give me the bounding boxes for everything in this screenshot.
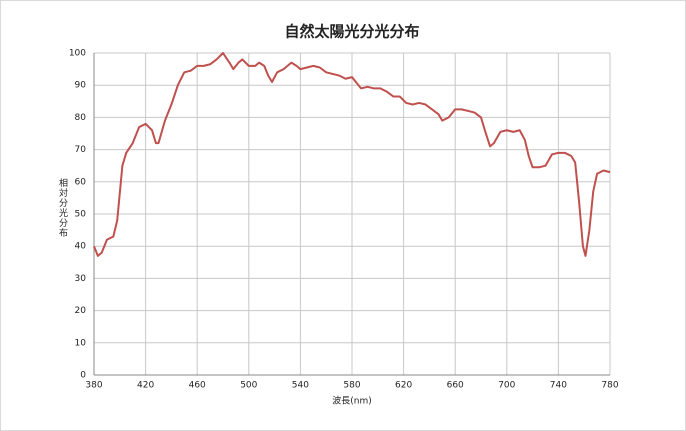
y-tick-label: 100 <box>69 49 86 59</box>
x-tick-label: 500 <box>240 381 257 391</box>
x-tick-label: 620 <box>395 381 412 391</box>
y-tick-label: 10 <box>75 338 87 348</box>
x-tick-label: 780 <box>601 381 618 391</box>
y-tick-label: 50 <box>75 210 87 220</box>
y-tick-label: 90 <box>75 81 87 91</box>
y-tick-label: 30 <box>75 274 87 284</box>
y-axis-label: 相対分光分布 <box>57 178 67 238</box>
x-tick-label: 420 <box>137 381 154 391</box>
x-tick-label: 660 <box>447 381 464 391</box>
y-tick-label: 0 <box>80 371 86 381</box>
y-tick-label: 80 <box>75 113 87 123</box>
x-tick-label: 380 <box>85 381 102 391</box>
x-tick-label: 460 <box>189 381 206 391</box>
x-tick-label: 580 <box>343 381 360 391</box>
x-tick-label: 740 <box>550 381 567 391</box>
chart-title: 自然太陽光分光分布 <box>284 23 419 41</box>
y-tick-label: 20 <box>75 306 87 316</box>
y-tick-label: 70 <box>75 145 87 155</box>
y-tick-label: 60 <box>75 177 87 187</box>
x-axis-label: 波長(nm) <box>332 395 372 407</box>
spectrum-line <box>93 52 611 257</box>
y-tick-label: 40 <box>75 242 87 252</box>
x-tick-label: 700 <box>498 381 515 391</box>
x-tick-label: 540 <box>292 381 309 391</box>
